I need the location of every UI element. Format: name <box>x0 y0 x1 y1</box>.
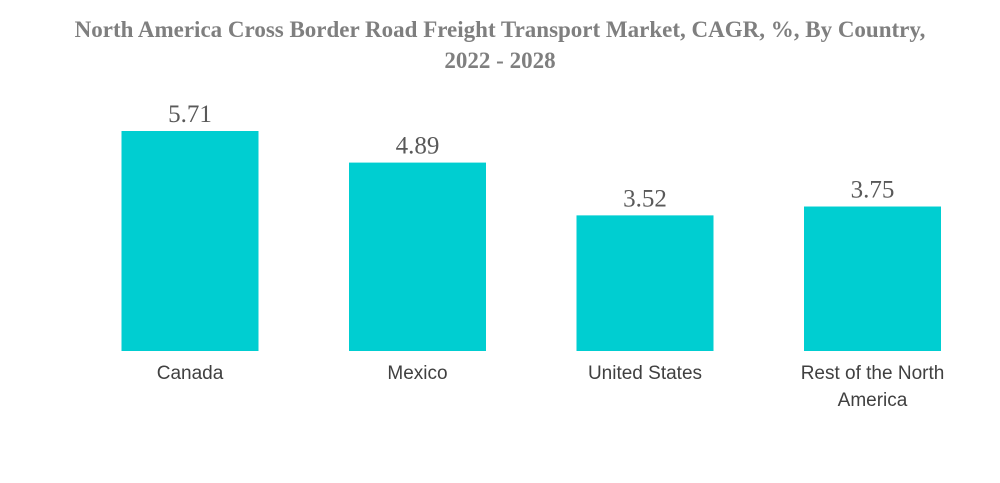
value-label-mexico: 4.89 <box>396 133 440 160</box>
category-label-mexico: Mexico <box>387 363 447 384</box>
category-label-rest-of-the-north-america: Rest of the North America <box>801 363 945 411</box>
value-label-rest-of-the-north-america: 3.75 <box>851 177 895 204</box>
value-label-canada: 5.71 <box>168 101 212 128</box>
category-label-united-states: United States <box>588 363 702 384</box>
bar-united-states <box>576 215 714 351</box>
bar-canada <box>121 131 259 351</box>
chart-title: North America Cross Border Road Freight … <box>74 17 926 73</box>
bar-rest-of-the-north-america <box>804 206 941 351</box>
bar-mexico <box>349 162 486 351</box>
category-label-canada: Canada <box>157 363 224 384</box>
value-label-united-states: 3.52 <box>623 185 667 212</box>
